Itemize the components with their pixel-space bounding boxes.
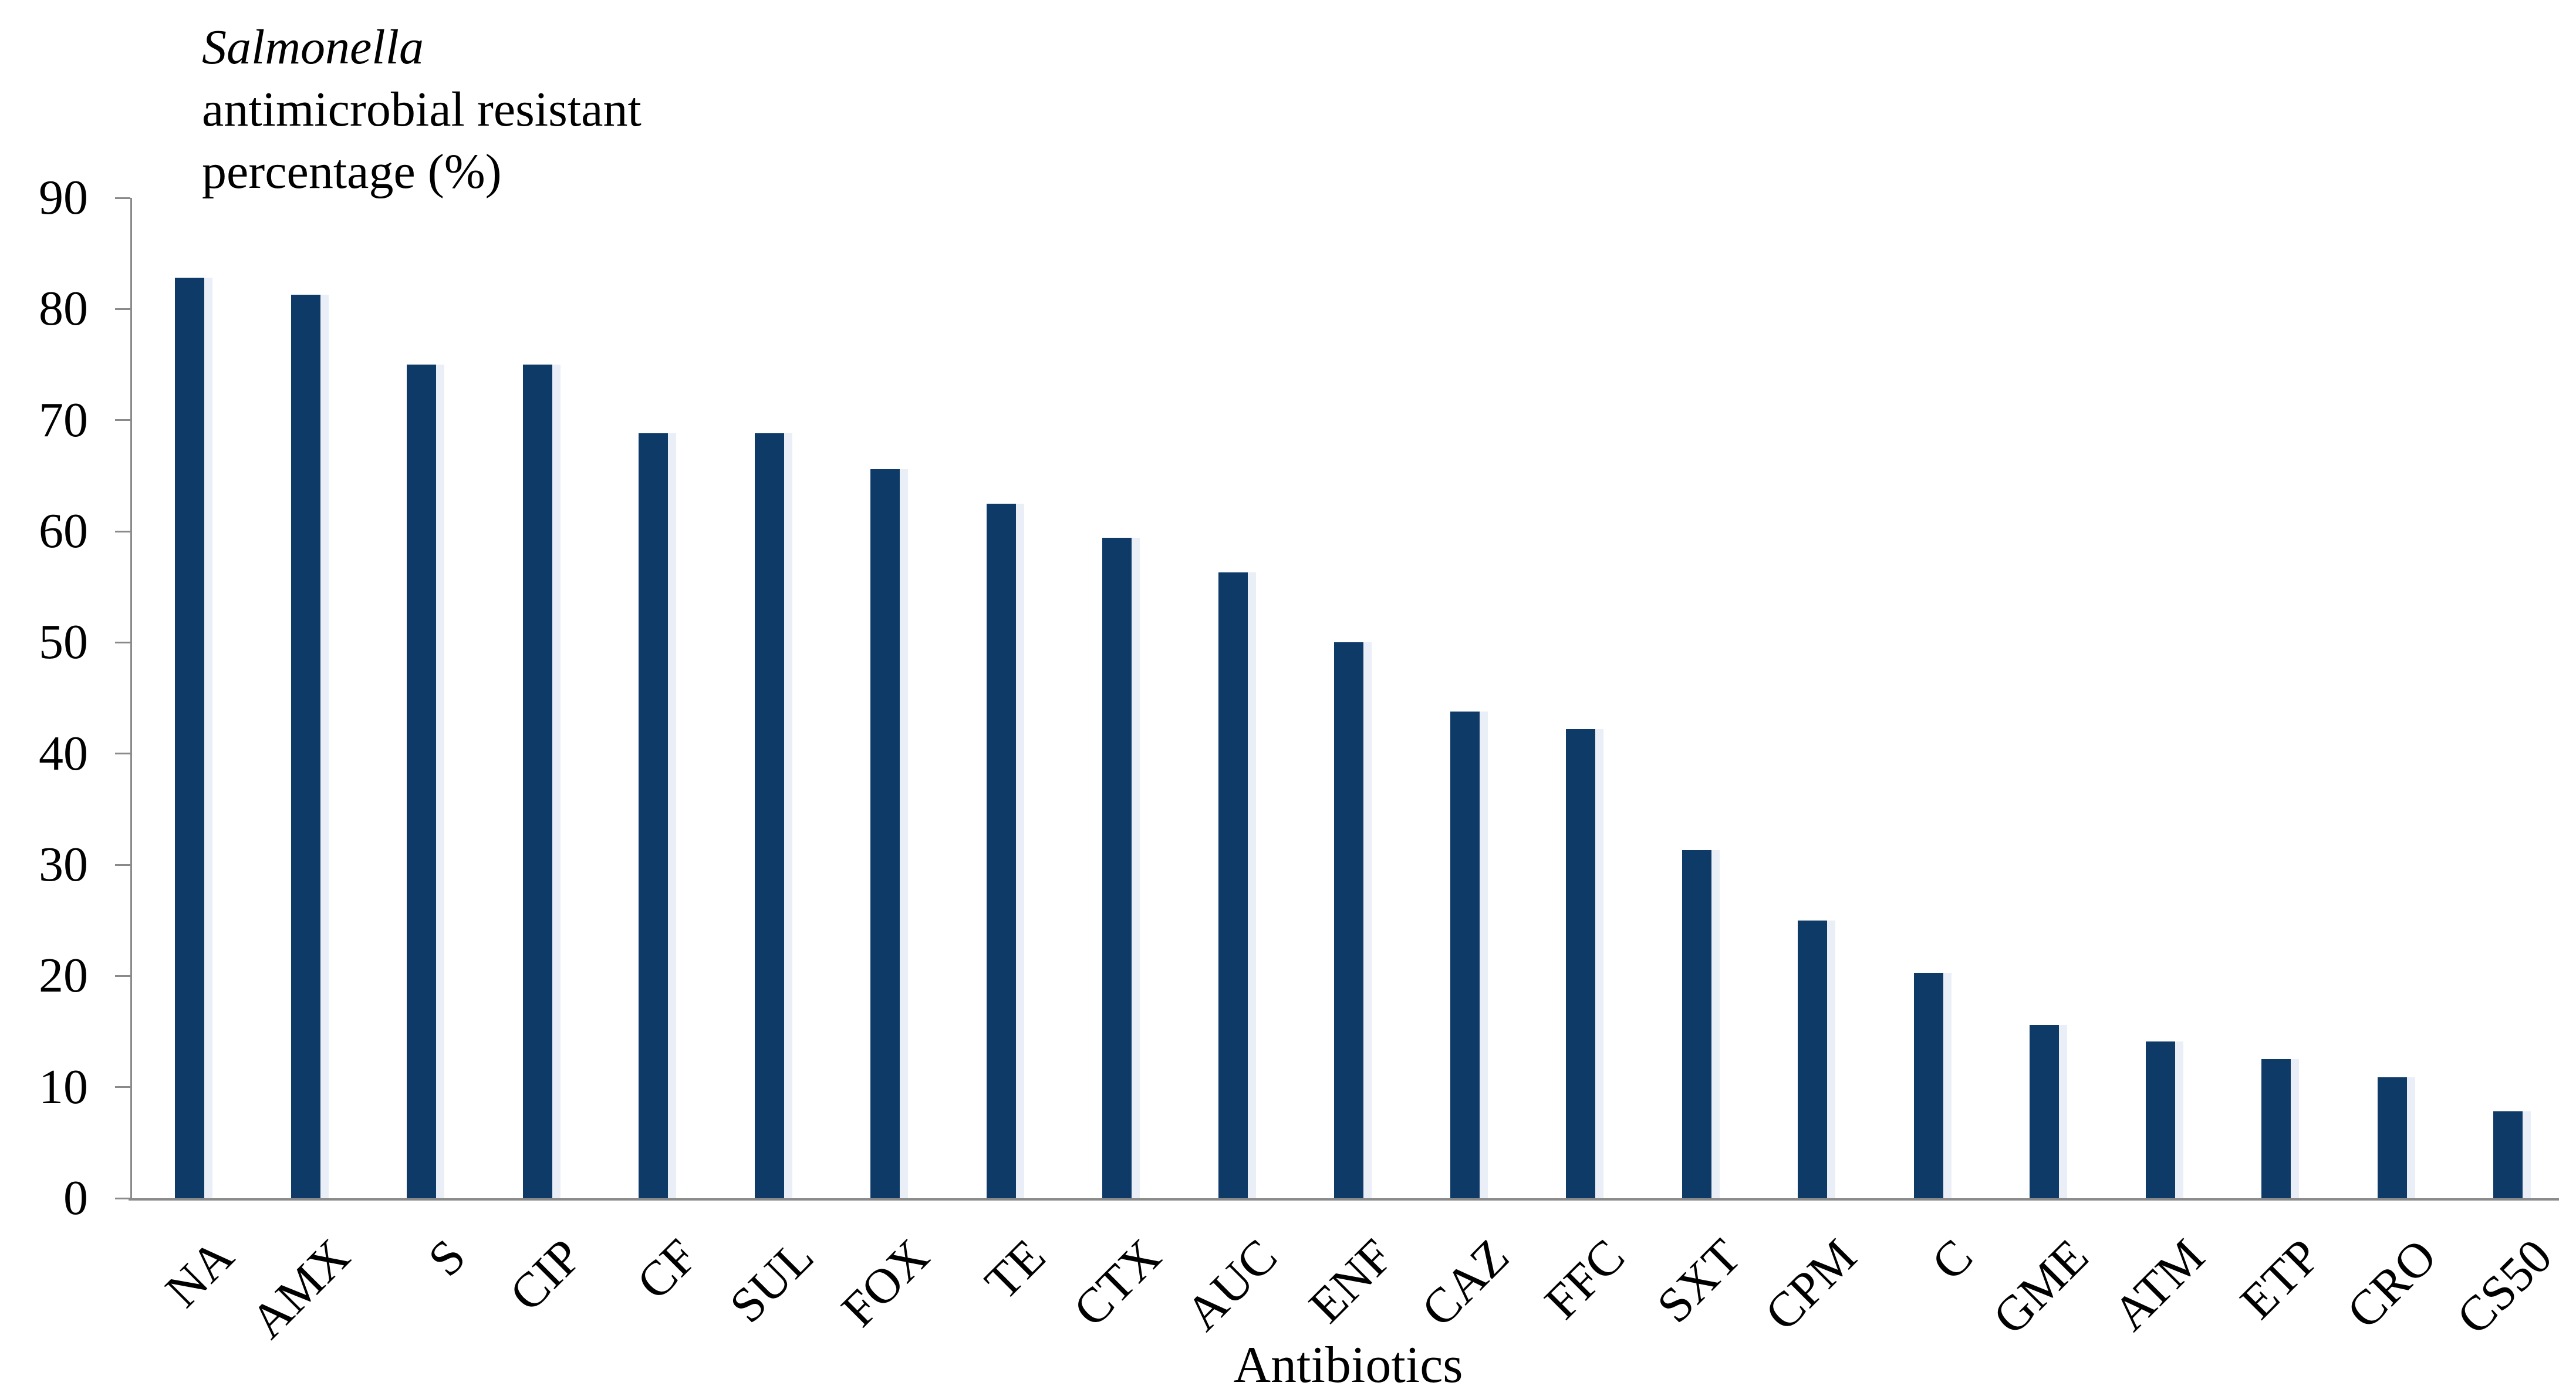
y-axis-tick — [115, 197, 130, 199]
y-axis-line — [130, 198, 132, 1201]
y-tick-label: 40 — [39, 726, 88, 781]
bar — [2493, 1111, 2531, 1198]
chart-title-species: Salmonella — [202, 20, 424, 75]
y-axis-tick — [115, 641, 130, 643]
y-tick-label: 30 — [39, 837, 88, 892]
bar — [522, 365, 561, 1198]
y-tick-label: 90 — [39, 170, 88, 225]
y-tick-label: 50 — [39, 615, 88, 670]
bar — [2377, 1077, 2415, 1198]
bar — [986, 503, 1024, 1198]
x-axis-title: Antibiotics — [1233, 1337, 1463, 1394]
bar — [2261, 1059, 2299, 1198]
x-tick-label: ETP — [2230, 1229, 2331, 1330]
y-axis-tick — [115, 975, 130, 977]
y-axis-tick — [115, 1086, 130, 1088]
y-axis-tick — [115, 753, 130, 755]
x-tick-label: TE — [974, 1229, 1056, 1310]
bar — [754, 433, 792, 1198]
y-axis-tick — [115, 864, 130, 866]
bar — [2145, 1041, 2183, 1198]
chart-title-line2: antimicrobial resistant — [202, 82, 642, 137]
bar — [407, 365, 444, 1198]
x-axis-line — [129, 1198, 2559, 1201]
bar — [1566, 729, 1603, 1198]
bar — [1798, 920, 1835, 1198]
x-tick-label: C — [1921, 1229, 1983, 1291]
chart-title: Salmonella antimicrobial resistant perce… — [202, 16, 642, 203]
bar — [1450, 711, 1488, 1198]
x-tick-label: SXT — [1646, 1229, 1751, 1334]
x-tick-label: GME — [1983, 1229, 2099, 1345]
bar — [870, 468, 908, 1198]
y-axis-tick — [115, 1197, 130, 1199]
bar — [1218, 572, 1256, 1198]
x-tick-label: CF — [626, 1229, 708, 1310]
y-tick-label: 10 — [39, 1059, 88, 1114]
x-tick-label: S — [418, 1229, 476, 1287]
x-tick-label: FOX — [831, 1229, 940, 1337]
y-tick-label: 80 — [39, 281, 88, 336]
y-tick-label: 60 — [39, 504, 88, 558]
x-tick-label: AMX — [240, 1229, 360, 1349]
x-tick-label: NA — [155, 1229, 244, 1318]
x-tick-label: FFC — [1534, 1229, 1635, 1330]
y-axis-tick — [115, 530, 130, 532]
bar — [1913, 972, 1952, 1198]
bar — [175, 278, 212, 1198]
bar — [2030, 1024, 2067, 1198]
x-tick-label: SUL — [719, 1229, 824, 1334]
bar — [1334, 642, 1372, 1198]
y-tick-label: 70 — [39, 392, 88, 447]
bar — [639, 433, 676, 1198]
x-tick-label: CIP — [499, 1229, 592, 1322]
x-tick-label: CTX — [1063, 1229, 1171, 1337]
bar — [291, 294, 329, 1198]
y-axis-tick — [115, 308, 130, 310]
x-tick-label: CRO — [2336, 1229, 2447, 1340]
x-tick-label: CPM — [1754, 1229, 1867, 1341]
x-tick-label: CS50 — [2446, 1229, 2563, 1345]
bar — [1102, 538, 1140, 1198]
y-tick-label: 0 — [63, 1171, 88, 1225]
y-tick-label: 20 — [39, 948, 88, 1003]
bar — [1682, 850, 1720, 1198]
y-axis-tick — [115, 419, 130, 422]
chart-title-line3: percentage (%) — [202, 144, 502, 199]
x-tick-label: ATM — [2102, 1229, 2215, 1341]
